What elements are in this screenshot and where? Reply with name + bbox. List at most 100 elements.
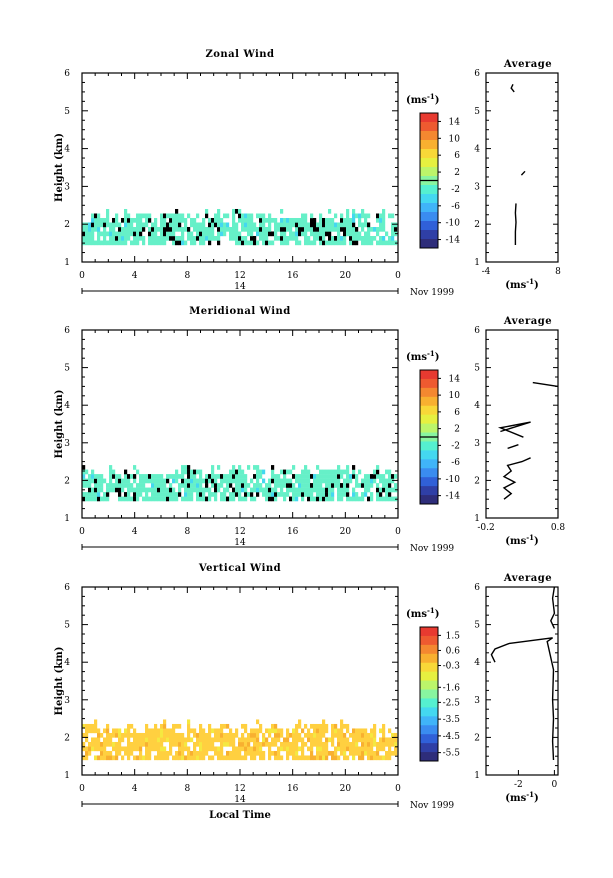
heatmap-cell [247,732,251,738]
heatmap-cell [193,741,197,747]
average-line [550,586,556,629]
heatmap-cell [85,496,89,502]
heatmap-cell [328,737,332,743]
heatmap-cell [145,487,149,493]
heatmap-cell [151,231,155,237]
heatmap-cell [358,231,362,237]
heatmap-cell [340,217,344,223]
heatmap-cell [340,222,344,228]
heatmap-cell [232,217,236,223]
heatmap-cell [352,231,356,237]
heatmap-cell [385,750,389,756]
heatmap-cell [316,723,320,729]
heatmap-cell [115,231,119,237]
heatmap-cell [106,222,110,228]
heatmap-cell [136,483,140,488]
heatmap-cell [355,226,359,232]
heatmap-cell [136,222,140,228]
heatmap-cell [277,746,281,752]
heatmap-cell [184,217,188,223]
heatmap-cell [220,750,224,756]
heatmap-cell [331,235,335,241]
heatmap-cell [220,737,224,743]
heatmap-cell [205,474,209,479]
heatmap-cell [259,231,263,237]
heatmap-cell [124,213,128,219]
heatmap-cell [238,231,242,237]
heatmap-cell [256,737,260,743]
heatmap-cell [220,474,224,479]
heatmap-cell [187,492,191,497]
heatmap-cell [265,235,269,241]
heatmap-cell [364,222,368,228]
heatmap-cell [280,741,284,747]
heatmap-cell [271,231,275,237]
heatmap-cell [259,483,263,488]
heatmap-cell [211,474,215,479]
heatmap-cell [109,483,113,488]
heatmap-cell [82,723,86,729]
heatmap-cell [370,728,374,734]
heatmap-cell [310,231,314,237]
heatmap-cell [367,732,371,738]
heatmap-cell [94,222,98,228]
heatmap-cell [154,235,158,241]
colorbar-swatch [420,743,438,753]
heatmap-cell [97,746,101,752]
heatmap-cell [199,750,203,756]
heatmap-cell [181,755,185,761]
heatmap-cell [133,746,137,752]
colorbar-swatch [420,230,438,240]
heatmap-cell [337,732,341,738]
heatmap-cell [244,746,248,752]
heatmap-cell [112,755,116,761]
heatmap-cell [364,231,368,237]
heatmap-cell [85,728,89,734]
heatmap-cell [271,478,275,484]
heatmap-cell [325,231,329,237]
heatmap-cell [226,226,230,232]
heatmap-cell [151,746,155,752]
heatmap-cell [301,746,305,752]
heatmap-cell [136,737,140,743]
heatmap-cell [121,235,125,241]
heatmap-cell [187,737,191,743]
heatmap-cell [340,474,344,479]
colorbar-swatch [420,653,438,664]
heatmap-cell [181,483,185,488]
heatmap-cell [187,732,191,738]
heatmap-cell [310,474,314,479]
heatmap-cell [319,222,323,228]
average-y-tick-label: 5 [474,621,480,631]
heatmap-cell [337,492,341,497]
heatmap-cell [304,741,308,747]
heatmap-cell [253,474,257,479]
heatmap-cell [367,750,371,756]
heatmap-cell [394,741,398,747]
heatmap-cell [313,483,317,488]
heatmap-cell [280,226,284,232]
heatmap-cell [121,483,125,488]
heatmap-cell [364,487,368,493]
heatmap-cell [142,741,146,747]
heatmap-cell [262,222,266,228]
heatmap-cell [367,226,371,232]
heatmap-cell [103,226,107,232]
heatmap-cell [193,755,197,761]
heatmap-cell [91,474,95,479]
heatmap-cell [211,483,215,488]
heatmap-cell [310,226,314,232]
heatmap-cell [88,240,92,246]
heatmap-cell [370,750,374,756]
heatmap-cell [319,478,323,484]
heatmap-cell [97,240,101,246]
heatmap-cell [160,750,164,756]
heatmap-cell [163,483,167,488]
heatmap-cell [130,474,134,479]
heatmap-cell [310,741,314,747]
heatmap-cell [301,492,305,497]
heatmap-cell [178,235,182,241]
heatmap-cell [358,469,362,475]
heatmap-cell [310,496,314,502]
heatmap-cell [319,217,323,223]
